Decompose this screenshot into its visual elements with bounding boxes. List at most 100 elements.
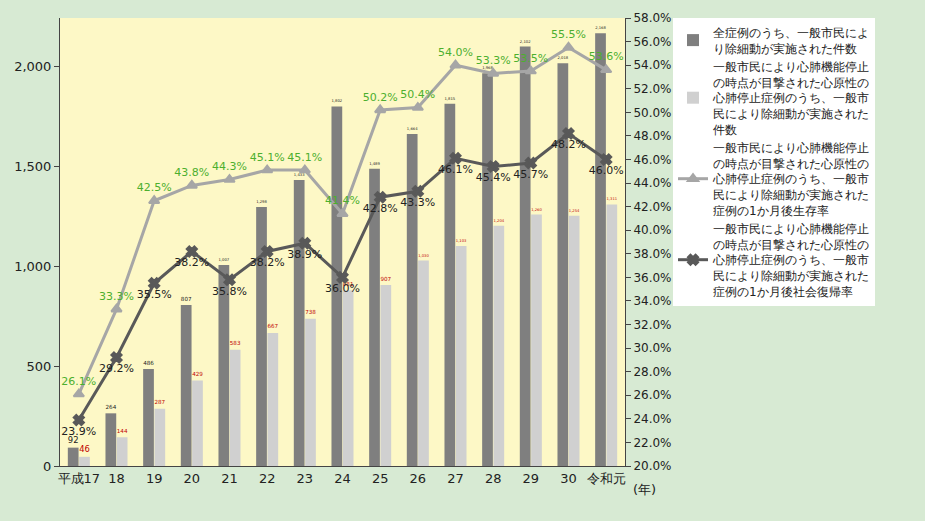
svg-text:1,815: 1,815 <box>444 97 455 101</box>
svg-text:1,204: 1,204 <box>493 219 504 223</box>
svg-text:54.0%: 54.0% <box>438 46 473 59</box>
svg-text:1,968: 1,968 <box>482 66 493 70</box>
svg-text:34.0%: 34.0% <box>633 294 671 308</box>
svg-text:一般市民により心肺機能停止の時点が目撃された心原性の心肺停止: 一般市民により心肺機能停止の時点が目撃された心原性の心肺停止症例のうち、一般市民… <box>712 141 869 217</box>
svg-text:1,030: 1,030 <box>418 254 429 258</box>
svg-text:一般市民により心肺機能停止の時点が目撃された心原性の心肺停止: 一般市民により心肺機能停止の時点が目撃された心原性の心肺停止症例のうち、一般市民… <box>712 60 869 136</box>
svg-text:264: 264 <box>105 404 116 410</box>
svg-text:45.7%: 45.7% <box>513 168 548 181</box>
svg-text:45.1%: 45.1% <box>250 151 285 164</box>
svg-text:42.0%: 42.0% <box>633 200 671 214</box>
svg-text:429: 429 <box>192 371 203 377</box>
svg-text:29: 29 <box>523 471 540 486</box>
svg-text:23: 23 <box>297 471 314 486</box>
svg-text:1,298: 1,298 <box>256 200 267 204</box>
svg-text:1,103: 1,103 <box>456 239 467 243</box>
svg-text:26.0%: 26.0% <box>633 388 671 402</box>
svg-text:38.2%: 38.2% <box>250 256 285 269</box>
svg-text:35.5%: 35.5% <box>137 288 172 301</box>
svg-text:42.8%: 42.8% <box>363 202 398 215</box>
svg-text:92: 92 <box>68 435 79 445</box>
svg-text:24: 24 <box>334 471 351 486</box>
svg-text:807: 807 <box>181 296 192 302</box>
svg-text:20: 20 <box>184 471 201 486</box>
svg-text:56.0%: 56.0% <box>633 35 671 49</box>
svg-text:54.0%: 54.0% <box>633 58 671 72</box>
svg-text:32.0%: 32.0% <box>633 318 671 332</box>
svg-text:20.0%: 20.0% <box>633 459 671 473</box>
svg-text:1,007: 1,007 <box>218 258 229 262</box>
svg-text:48.2%: 48.2% <box>551 138 586 151</box>
svg-text:486: 486 <box>143 360 154 366</box>
svg-text:50.4%: 50.4% <box>400 88 435 101</box>
svg-text:44.3%: 44.3% <box>212 160 247 173</box>
svg-text:18: 18 <box>108 471 125 486</box>
svg-text:881: 881 <box>343 281 354 287</box>
svg-text:(年): (年) <box>633 482 656 497</box>
svg-text:26.1%: 26.1% <box>61 375 96 388</box>
svg-text:22.0%: 22.0% <box>633 436 671 450</box>
svg-text:43.8%: 43.8% <box>174 166 209 179</box>
svg-text:36.0%: 36.0% <box>325 282 360 295</box>
svg-text:1,489: 1,489 <box>369 162 380 166</box>
svg-text:33.3%: 33.3% <box>99 290 134 303</box>
svg-text:583: 583 <box>230 340 241 346</box>
svg-text:25: 25 <box>372 471 389 486</box>
svg-text:2,168: 2,168 <box>595 26 606 30</box>
svg-text:19: 19 <box>146 471 163 486</box>
svg-text:1,433: 1,433 <box>294 173 305 177</box>
svg-text:1,260: 1,260 <box>531 208 542 212</box>
svg-text:287: 287 <box>154 399 165 405</box>
svg-text:24.0%: 24.0% <box>633 412 671 426</box>
svg-text:46.0%: 46.0% <box>633 153 671 167</box>
svg-text:1,311: 1,311 <box>606 197 617 201</box>
svg-text:50.0%: 50.0% <box>633 106 671 120</box>
svg-text:53.5%: 53.5% <box>513 52 548 65</box>
svg-text:30.0%: 30.0% <box>633 341 671 355</box>
svg-text:2,102: 2,102 <box>520 40 531 44</box>
svg-text:22: 22 <box>259 471 276 486</box>
svg-text:738: 738 <box>305 309 316 315</box>
svg-text:667: 667 <box>267 323 278 329</box>
svg-text:21: 21 <box>221 471 238 486</box>
svg-text:907: 907 <box>380 276 391 282</box>
svg-text:29.2%: 29.2% <box>99 362 134 375</box>
svg-text:40.0%: 40.0% <box>633 223 671 237</box>
svg-text:令和元: 令和元 <box>587 471 626 486</box>
svg-text:36.0%: 36.0% <box>633 271 671 285</box>
svg-text:38.0%: 38.0% <box>633 247 671 261</box>
svg-text:1,000: 1,000 <box>14 259 51 274</box>
svg-text:42.5%: 42.5% <box>137 181 172 194</box>
svg-text:27: 27 <box>447 471 464 486</box>
svg-text:41.4%: 41.4% <box>325 194 360 207</box>
svg-text:一般市民により心肺機能停止の時点が目撃された心原性の心肺停止: 一般市民により心肺機能停止の時点が目撃された心原性の心肺停止症例のうち、一般市民… <box>712 222 869 298</box>
svg-text:0: 0 <box>43 459 51 474</box>
svg-text:45.1%: 45.1% <box>287 151 322 164</box>
svg-text:2,018: 2,018 <box>557 56 568 60</box>
svg-text:全症例のうち、一般市民により除細動が実施された件数: 全症例のうち、一般市民により除細動が実施された件数 <box>713 26 869 56</box>
svg-text:30: 30 <box>560 471 577 486</box>
svg-text:55.5%: 55.5% <box>551 28 586 41</box>
svg-text:45.4%: 45.4% <box>476 171 511 184</box>
svg-text:46.0%: 46.0% <box>589 164 624 177</box>
svg-text:35.8%: 35.8% <box>212 285 247 298</box>
svg-text:58.0%: 58.0% <box>633 11 671 25</box>
svg-text:500: 500 <box>27 359 52 374</box>
svg-text:38.9%: 38.9% <box>287 248 322 261</box>
svg-text:平成17: 平成17 <box>58 471 101 486</box>
svg-text:144: 144 <box>117 428 128 434</box>
svg-text:46: 46 <box>79 444 90 454</box>
svg-text:43.3%: 43.3% <box>400 196 435 209</box>
svg-text:1,500: 1,500 <box>14 159 51 174</box>
svg-text:38.2%: 38.2% <box>174 256 209 269</box>
svg-text:28: 28 <box>485 471 502 486</box>
svg-text:1,802: 1,802 <box>331 99 342 103</box>
svg-text:26: 26 <box>410 471 427 486</box>
svg-text:28.0%: 28.0% <box>633 365 671 379</box>
svg-text:53.6%: 53.6% <box>589 50 624 63</box>
svg-text:50.2%: 50.2% <box>363 91 398 104</box>
svg-text:2,000: 2,000 <box>14 59 51 74</box>
svg-text:1,664: 1,664 <box>407 127 418 131</box>
svg-text:53.3%: 53.3% <box>476 54 511 67</box>
svg-text:48.0%: 48.0% <box>633 129 671 143</box>
